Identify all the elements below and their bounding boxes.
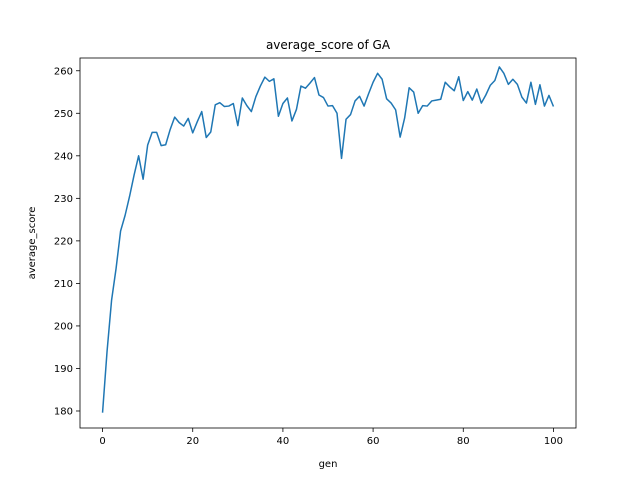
y-tick-label: 250: [54, 109, 73, 120]
x-tick-label: 40: [277, 436, 290, 447]
x-tick-label: 20: [186, 436, 199, 447]
x-tick-label: 100: [544, 436, 563, 447]
y-tick-label: 240: [54, 151, 73, 162]
y-tick-label: 260: [54, 66, 73, 77]
axes-frame: [79, 57, 577, 429]
y-tick-label: 180: [54, 406, 73, 417]
chart-title: average_score of GA: [266, 38, 391, 52]
x-axis-ticks: 0 20 40 60 80 100: [99, 428, 563, 447]
y-tick-label: 190: [54, 364, 73, 375]
series-line: [101, 66, 555, 413]
x-tick-label: 60: [367, 436, 380, 447]
y-tick-label: 220: [54, 236, 73, 247]
y-axis-label: average_score: [27, 207, 38, 280]
y-tick-label: 210: [54, 279, 73, 290]
x-axis-label: gen: [319, 459, 338, 470]
x-tick-label: 80: [457, 436, 470, 447]
plot-area: [101, 66, 555, 413]
y-axis-ticks: 180 190 200 210 220 230 240 250 260: [54, 66, 80, 417]
x-tick-label: 0: [99, 436, 105, 447]
y-tick-label: 200: [54, 321, 73, 332]
y-tick-label: 230: [54, 194, 73, 205]
